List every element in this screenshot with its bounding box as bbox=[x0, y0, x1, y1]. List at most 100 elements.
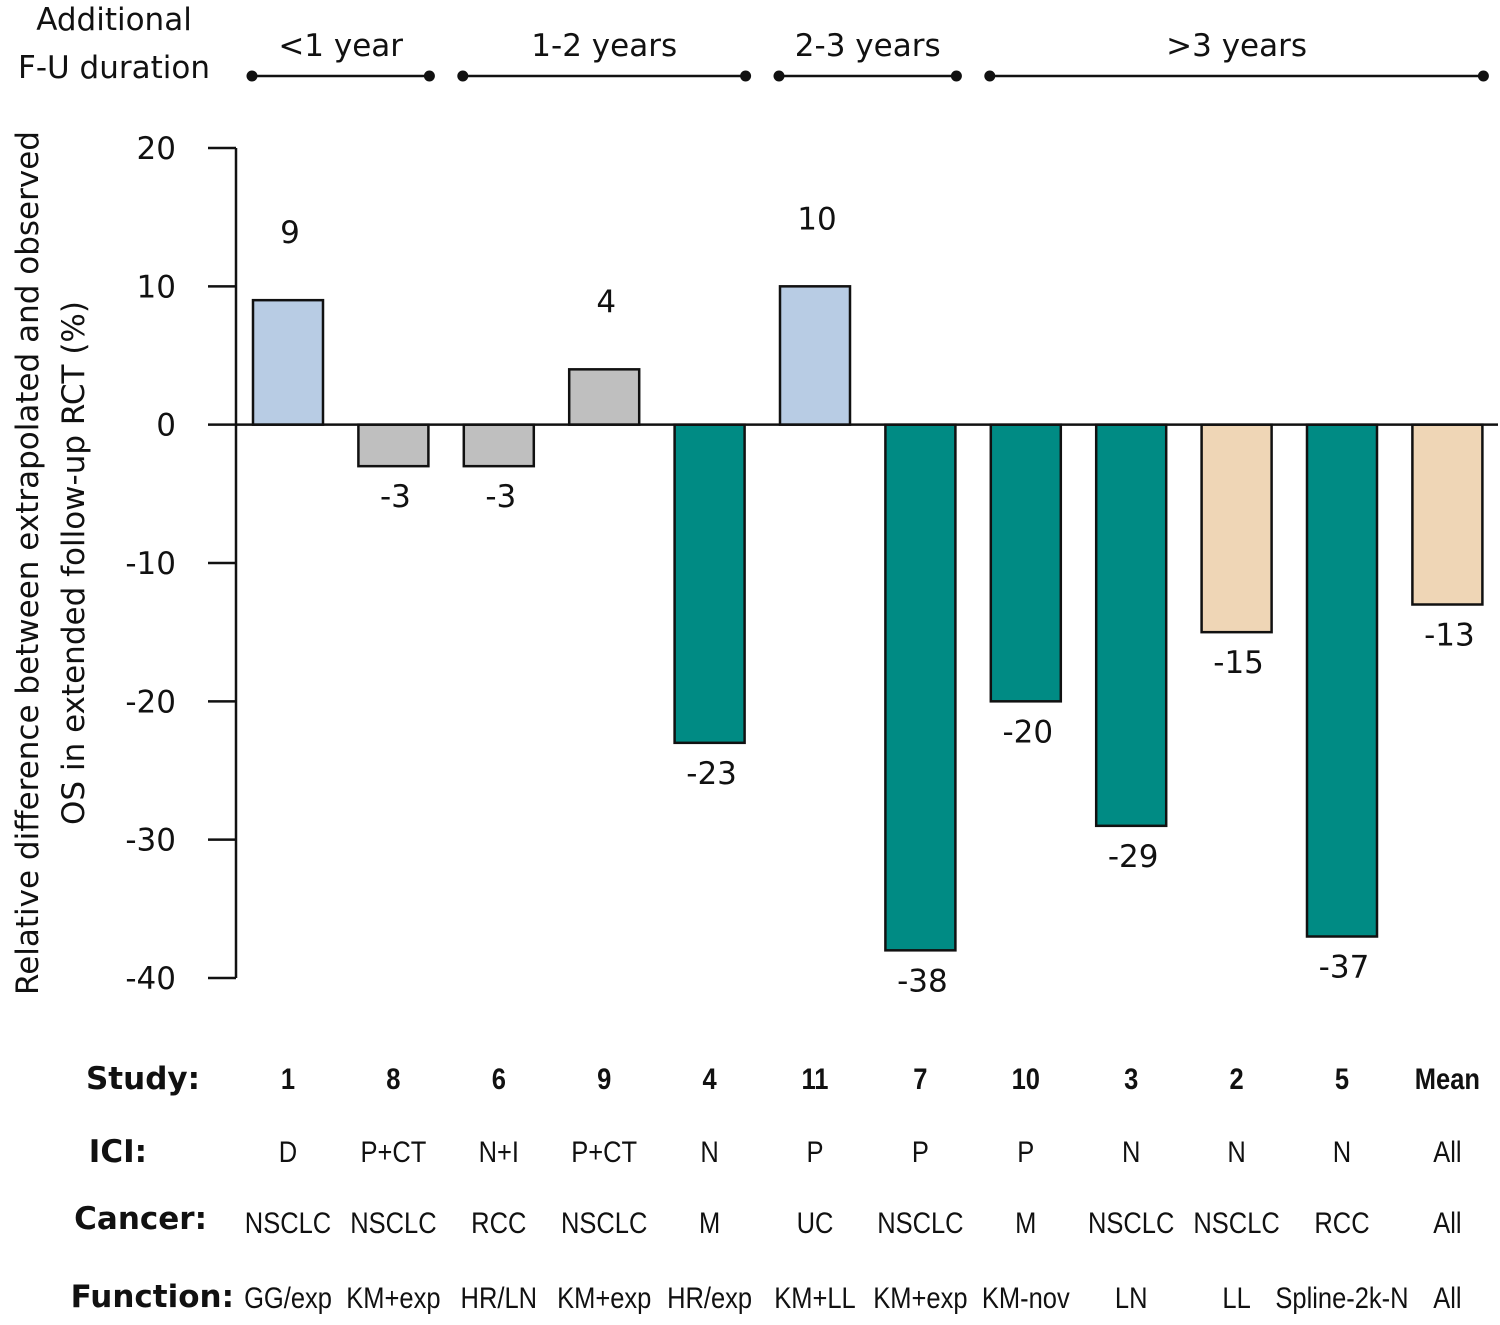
data-labels: 9 -3 -3 4 -23 10 -38 -20 -29 -15 -37 -13 bbox=[280, 201, 1475, 999]
ici-value: P bbox=[1017, 1135, 1034, 1168]
ici-value: N bbox=[1227, 1135, 1245, 1168]
duration-label: 2-3 years bbox=[795, 28, 941, 64]
cancer-value: RCC bbox=[1314, 1206, 1369, 1239]
study-number: 4 bbox=[703, 1062, 718, 1095]
bracket-end-dot bbox=[457, 70, 469, 82]
duration-bracket: 1-2 years bbox=[457, 28, 752, 82]
duration-label: <1 year bbox=[278, 28, 403, 64]
data-label: -29 bbox=[1108, 839, 1159, 875]
ici-value: N+I bbox=[479, 1135, 519, 1168]
cancer-value: NSCLC bbox=[1193, 1206, 1279, 1239]
cancer-value: M bbox=[1015, 1206, 1036, 1239]
data-label: 4 bbox=[596, 284, 616, 320]
duration-label: >3 years bbox=[1166, 28, 1307, 64]
y-axis-title: Relative difference between extrapolated… bbox=[10, 131, 92, 995]
study-number: 10 bbox=[1012, 1062, 1040, 1095]
bracket-end-dot bbox=[1477, 70, 1489, 82]
bar-study-5 bbox=[1305, 423, 1379, 938]
y-tick-label: -30 bbox=[125, 823, 176, 859]
row-label-ici: ICI: bbox=[89, 1134, 147, 1170]
ici-value: P bbox=[912, 1135, 929, 1168]
study-table: 1 D NSCLC GG/exp 8 P+CT NSCLC KM+exp 6 N+I RCC HR/L… bbox=[244, 1062, 1480, 1314]
function-value: KM-nov bbox=[982, 1281, 1070, 1314]
data-label: 9 bbox=[280, 215, 300, 251]
study-number: 8 bbox=[386, 1062, 400, 1095]
duration-header-line-2: F-U duration bbox=[18, 50, 210, 86]
data-label: 10 bbox=[797, 201, 836, 237]
function-value: HR/exp bbox=[667, 1281, 752, 1314]
cancer-value: UC bbox=[797, 1206, 834, 1239]
row-label-study: Study: bbox=[86, 1061, 200, 1097]
cancer-value: NSCLC bbox=[1088, 1206, 1174, 1239]
ici-value: All bbox=[1433, 1135, 1461, 1168]
duration-label: 1-2 years bbox=[531, 28, 677, 64]
cancer-value: NSCLC bbox=[350, 1206, 436, 1239]
bar-study-4 bbox=[673, 423, 746, 745]
row-label-cancer: Cancer: bbox=[74, 1201, 207, 1237]
data-label: -37 bbox=[1319, 950, 1370, 986]
function-value: LL bbox=[1222, 1281, 1250, 1314]
cancer-value: M bbox=[699, 1206, 720, 1239]
bar-study-11 bbox=[778, 285, 852, 426]
function-value: LN bbox=[1115, 1281, 1148, 1314]
cancer-value: NSCLC bbox=[245, 1206, 331, 1239]
y-axis: 20 10 0 -10 -20 -30 -40 bbox=[125, 131, 238, 997]
row-label-function: Function: bbox=[71, 1279, 234, 1315]
duration-header-line-1: Additional bbox=[36, 2, 192, 38]
data-label: -13 bbox=[1424, 618, 1475, 654]
function-value: KM+exp bbox=[873, 1281, 967, 1314]
bar-study-2 bbox=[1200, 423, 1273, 634]
ici-value: N bbox=[1122, 1135, 1140, 1168]
duration-brackets: <1 year 1-2 years 2-3 years >3 years bbox=[246, 28, 1489, 82]
study-number: 1 bbox=[281, 1062, 295, 1095]
function-value: HR/LN bbox=[461, 1281, 537, 1314]
bar-study-7 bbox=[884, 423, 957, 952]
duration-bracket: <1 year bbox=[246, 28, 435, 82]
bar-study-9 bbox=[567, 368, 641, 426]
study-number: 9 bbox=[597, 1062, 611, 1095]
bracket-end-dot bbox=[423, 70, 435, 82]
study-number: Mean bbox=[1415, 1062, 1480, 1095]
data-label: -38 bbox=[897, 963, 948, 999]
cancer-value: NSCLC bbox=[877, 1206, 963, 1239]
data-label: -23 bbox=[686, 756, 737, 792]
cancer-value: All bbox=[1433, 1206, 1461, 1239]
ici-value: N bbox=[1333, 1135, 1351, 1168]
study-number: 6 bbox=[492, 1062, 506, 1095]
ici-value: P+CT bbox=[571, 1135, 637, 1168]
bar-study-1 bbox=[251, 298, 325, 426]
y-tick-label: -20 bbox=[125, 684, 176, 720]
bracket-end-dot bbox=[740, 70, 752, 82]
study-number: 5 bbox=[1335, 1062, 1349, 1095]
function-value: KM+LL bbox=[774, 1281, 855, 1314]
y-axis-title-line-1: Relative difference between extrapolated… bbox=[10, 131, 46, 995]
bars bbox=[251, 285, 1484, 952]
y-tick-label: 20 bbox=[137, 131, 176, 167]
study-number: 2 bbox=[1230, 1062, 1244, 1095]
y-tick-label: 10 bbox=[137, 269, 176, 305]
study-number: 3 bbox=[1124, 1062, 1138, 1095]
bar-study-8 bbox=[357, 423, 430, 468]
ici-value: D bbox=[279, 1135, 297, 1168]
cancer-value: RCC bbox=[471, 1206, 526, 1239]
function-value: Spline-2k-N bbox=[1275, 1281, 1408, 1314]
duration-bracket: 2-3 years bbox=[773, 28, 962, 82]
data-label: -3 bbox=[380, 479, 411, 515]
ici-value: P bbox=[806, 1135, 823, 1168]
bracket-end-dot bbox=[950, 70, 962, 82]
data-label: -15 bbox=[1213, 645, 1264, 681]
cancer-value: NSCLC bbox=[561, 1206, 647, 1239]
y-tick-label: -40 bbox=[125, 961, 176, 997]
data-label: -3 bbox=[485, 479, 516, 515]
bracket-end-dot bbox=[984, 70, 996, 82]
ici-value: N bbox=[700, 1135, 718, 1168]
ici-value: P+CT bbox=[360, 1135, 426, 1168]
bar-study-3 bbox=[1094, 423, 1168, 828]
function-value: All bbox=[1433, 1281, 1461, 1314]
y-axis-title-line-2: OS in extended follow-up RCT (%) bbox=[56, 301, 92, 825]
y-tick-label: 0 bbox=[156, 408, 176, 444]
duration-bracket: >3 years bbox=[984, 28, 1489, 82]
study-number: 7 bbox=[913, 1062, 927, 1095]
data-label: -20 bbox=[1002, 714, 1053, 750]
